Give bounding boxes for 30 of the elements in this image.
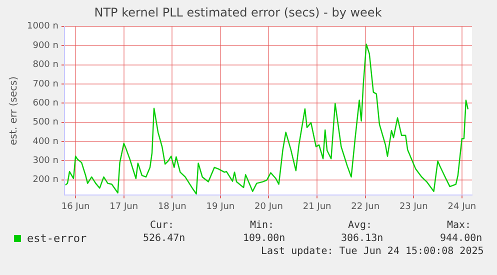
- y-tick-label: 700 n: [32, 79, 58, 90]
- y-tick-label: 800 n: [32, 60, 58, 70]
- x-tick-label: 21 Jun: [302, 202, 332, 212]
- y-tick-label: 400 n: [32, 136, 58, 147]
- x-tick-label: 17 Jun: [110, 202, 138, 212]
- text: 526.47n: [143, 233, 186, 244]
- y-tick-label: 600 n: [32, 98, 58, 108]
- y-tick-label: 300 n: [32, 156, 58, 166]
- text: 306.13n: [341, 233, 384, 244]
- x-tick-label: 20 Jun: [254, 202, 283, 212]
- text: Min:: [250, 220, 274, 231]
- x-tick-label: 23 Jun: [399, 202, 428, 212]
- text: 109.00n: [243, 233, 286, 244]
- text: 944.00n: [440, 233, 482, 244]
- text: Max:: [447, 220, 472, 231]
- chart-title: NTP kernel PLL estimated error (secs) - by week: [94, 5, 382, 20]
- text: Cur:: [150, 220, 174, 231]
- text: Avg:: [348, 220, 372, 231]
- y-tick-label: 900 n: [32, 40, 58, 51]
- x-tick-label: 22 Jun: [351, 202, 380, 212]
- legend-label: est-error: [27, 232, 87, 245]
- y-tick-label: 1000 n: [26, 22, 58, 32]
- y-axis-title: est. err (secs): [8, 76, 20, 146]
- y-tick-label: 200 n: [32, 175, 58, 186]
- text: Last update: Tue Jun 24 15:00:08 2025: [261, 246, 484, 257]
- x-tick-label: 16 Jun: [61, 202, 90, 212]
- x-tick-label: 24 Jun: [448, 202, 476, 212]
- y-tick-label: 500 n: [32, 118, 58, 128]
- x-tick-label: 19 Jun: [206, 202, 235, 212]
- x-tick-label: 18 Jun: [158, 202, 186, 212]
